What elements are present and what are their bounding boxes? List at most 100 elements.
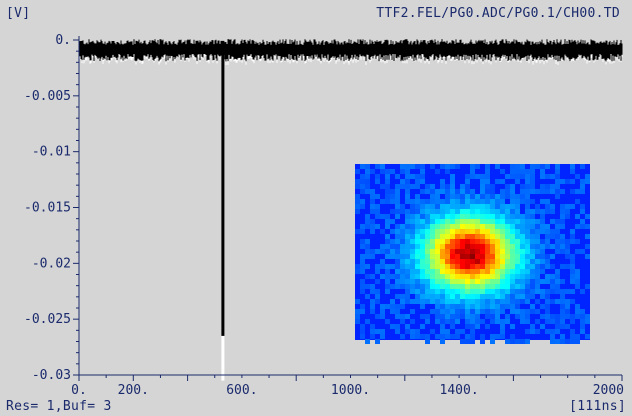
heatmap-cell xyxy=(535,164,540,169)
heatmap-cell xyxy=(430,224,435,229)
heatmap-cell xyxy=(560,309,565,314)
heatmap-cell xyxy=(470,304,475,309)
heatmap-cell xyxy=(545,309,550,314)
heatmap-cell xyxy=(500,189,505,194)
heatmap-cell xyxy=(480,244,485,249)
heatmap-cell xyxy=(415,254,420,259)
heatmap-cell xyxy=(370,309,375,314)
heatmap-cell xyxy=(530,174,535,179)
heatmap-cell xyxy=(380,309,385,314)
heatmap-cell xyxy=(560,234,565,239)
heatmap-cell xyxy=(535,329,540,334)
heatmap-cell xyxy=(390,249,395,254)
heatmap-cell xyxy=(465,299,470,304)
heatmap-cell xyxy=(355,319,360,324)
heatmap-cell xyxy=(450,174,455,179)
heatmap-cell xyxy=(570,169,575,174)
heatmap-cell xyxy=(510,244,515,249)
heatmap-cell xyxy=(470,164,475,169)
heatmap-cell xyxy=(585,254,590,259)
heatmap-cell xyxy=(400,259,405,264)
heatmap-cell xyxy=(490,269,495,274)
heatmap-cell xyxy=(465,249,470,254)
heatmap-cell xyxy=(550,274,555,279)
heatmap-cell xyxy=(520,314,525,319)
heatmap-cell xyxy=(525,294,530,299)
heatmap-cell xyxy=(450,179,455,184)
heatmap-cell xyxy=(520,339,525,344)
heatmap-cell xyxy=(450,184,455,189)
heatmap-cell xyxy=(375,294,380,299)
heatmap-cell xyxy=(415,259,420,264)
heatmap-cell xyxy=(495,199,500,204)
heatmap-cell xyxy=(440,304,445,309)
heatmap-cell xyxy=(490,199,495,204)
heatmap-cell xyxy=(470,319,475,324)
heatmap-cell xyxy=(525,174,530,179)
heatmap-cell xyxy=(360,289,365,294)
heatmap-cell xyxy=(470,214,475,219)
heatmap-cell xyxy=(500,309,505,314)
heatmap-cell xyxy=(565,239,570,244)
heatmap-cell xyxy=(480,309,485,314)
heatmap-cell xyxy=(425,259,430,264)
heatmap-cell xyxy=(580,184,585,189)
heatmap-cell xyxy=(490,219,495,224)
heatmap-cell xyxy=(395,329,400,334)
heatmap-cell xyxy=(515,279,520,284)
heatmap-cell xyxy=(380,329,385,334)
heatmap-cell xyxy=(480,279,485,284)
y-tick-label: -0.015 xyxy=(24,201,71,216)
heatmap-cell xyxy=(550,264,555,269)
heatmap-cell xyxy=(515,234,520,239)
heatmap-cell xyxy=(585,334,590,339)
heatmap-cell xyxy=(550,189,555,194)
heatmap-cell xyxy=(440,289,445,294)
heatmap-cell xyxy=(550,279,555,284)
heatmap-cell xyxy=(395,269,400,274)
heatmap-cell xyxy=(545,304,550,309)
heatmap-cell xyxy=(525,289,530,294)
heatmap-cell xyxy=(415,224,420,229)
heatmap-cell xyxy=(555,249,560,254)
heatmap-cell xyxy=(460,224,465,229)
heatmap-cell xyxy=(460,264,465,269)
heatmap-cell xyxy=(505,289,510,294)
heatmap-cell xyxy=(355,184,360,189)
heatmap-cell xyxy=(480,299,485,304)
heatmap-cell xyxy=(520,289,525,294)
heatmap-cell xyxy=(465,339,470,344)
heatmap-cell xyxy=(470,299,475,304)
heatmap-cell xyxy=(425,249,430,254)
heatmap-cell xyxy=(470,329,475,334)
heatmap-cell xyxy=(485,229,490,234)
heatmap-cell xyxy=(410,269,415,274)
heatmap-cell xyxy=(410,204,415,209)
heatmap-cell xyxy=(470,254,475,259)
heatmap-cell xyxy=(515,209,520,214)
heatmap-cell xyxy=(445,299,450,304)
heatmap-cell xyxy=(575,339,580,344)
heatmap-cell xyxy=(440,329,445,334)
heatmap-cell xyxy=(480,239,485,244)
heatmap-cell xyxy=(495,194,500,199)
heatmap-cell xyxy=(460,259,465,264)
heatmap-cell xyxy=(440,234,445,239)
heatmap-cell xyxy=(395,194,400,199)
heatmap-cell xyxy=(490,214,495,219)
heatmap-cell xyxy=(460,209,465,214)
heatmap-cell xyxy=(550,329,555,334)
heatmap-cell xyxy=(550,244,555,249)
heatmap-cell xyxy=(560,189,565,194)
heatmap-cell xyxy=(495,179,500,184)
heatmap-cell xyxy=(390,209,395,214)
heatmap-cell xyxy=(500,259,505,264)
heatmap-cell xyxy=(360,229,365,234)
heatmap-cell xyxy=(425,334,430,339)
heatmap-cell xyxy=(450,274,455,279)
heatmap-cell xyxy=(560,179,565,184)
heatmap-cell xyxy=(495,259,500,264)
heatmap-cell xyxy=(460,244,465,249)
heatmap-cell xyxy=(420,324,425,329)
heatmap-cell xyxy=(485,254,490,259)
